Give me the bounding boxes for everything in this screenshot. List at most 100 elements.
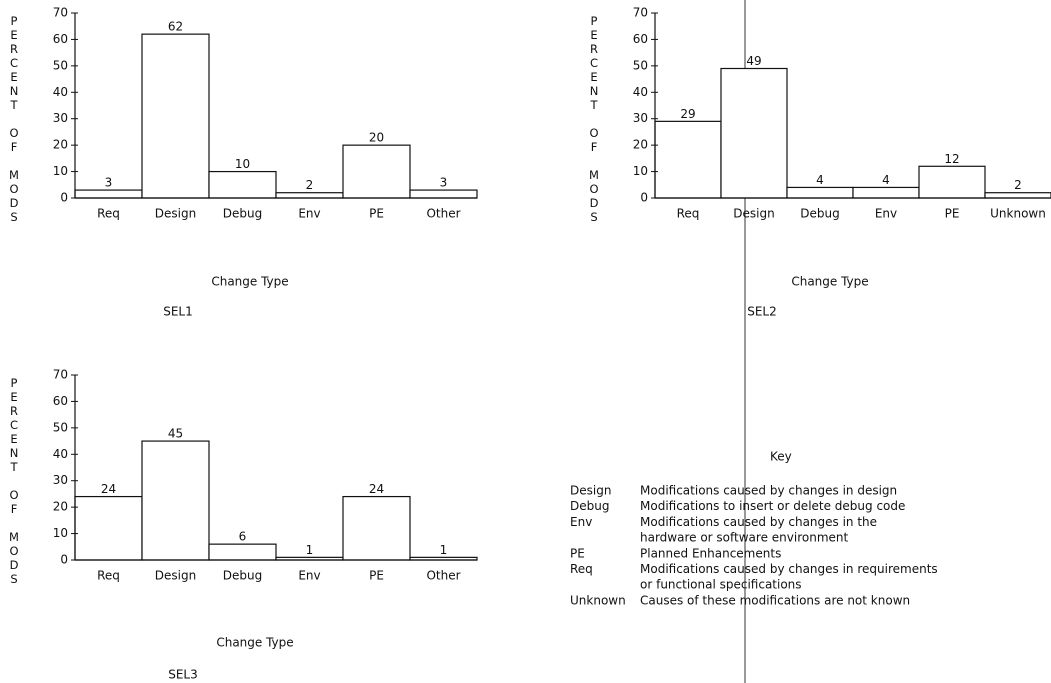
y-tick-label: 50 [633,58,648,72]
value-label: 45 [168,427,183,441]
x-tick-label: Other [426,207,460,221]
y-tick-label: 40 [633,85,648,99]
x-tick-label: Debug [800,207,839,221]
x-tick-label: Other [426,569,460,583]
y-tick-label: 0 [60,553,68,567]
value-label: 24 [101,482,116,496]
chart-caption: SEL1 [163,305,193,319]
bar [74,495,143,561]
y-tick-label: 10 [633,164,648,178]
chart-caption: SEL2 [747,305,777,319]
key-term: Debug [570,499,609,513]
bar [141,440,210,561]
value-label: 10 [235,157,250,171]
y-tick-label: 0 [640,191,648,205]
y-tick-label: 20 [53,500,68,514]
value-label: 2 [1014,178,1022,192]
value-label: 24 [369,482,384,496]
bar [141,33,210,199]
key-term: Env [570,515,592,529]
x-axis-label: Change Type [216,636,293,650]
y-tick-label: 60 [53,394,68,408]
x-tick-label: Env [298,569,320,583]
key-description: Modifications to insert or delete debug … [640,499,905,513]
key-term: Req [570,562,593,576]
bar [74,189,143,199]
value-label: 2 [306,178,314,192]
x-tick-label: Req [677,207,700,221]
value-label: 20 [369,131,384,145]
value-label: 1 [440,543,448,557]
x-tick-label: Env [875,207,897,221]
key-description: Causes of these modifications are not kn… [640,593,910,607]
bar [654,120,722,199]
value-label: 12 [944,152,959,166]
x-tick-label: Req [97,569,120,583]
y-axis-label: PERCENT OF MODS [587,14,601,224]
x-tick-label: PE [369,569,384,583]
key-description: Planned Enhancements [640,546,781,560]
bar [208,543,277,561]
y-tick-label: 50 [53,58,68,72]
y-tick-label: 30 [53,111,68,125]
y-tick-label: 0 [60,191,68,205]
y-tick-label: 10 [53,526,68,540]
value-label: 49 [746,54,761,68]
y-tick-label: 70 [53,368,68,382]
bar [409,189,478,199]
y-tick-label: 30 [53,473,68,487]
bar [208,170,277,199]
y-tick-label: 50 [53,420,68,434]
y-tick-label: 70 [53,6,68,20]
bar [786,186,854,199]
x-axis-label: Change Type [791,275,868,289]
y-tick-label: 40 [53,447,68,461]
y-tick-label: 40 [53,85,68,99]
value-label: 1 [306,543,314,557]
bar [342,495,411,561]
key-description: Modifications caused by changes in desig… [640,484,897,498]
key-term: PE [570,546,585,560]
bar [275,192,344,199]
x-tick-label: Unknown [990,207,1046,221]
value-label: 4 [816,173,824,187]
y-tick-label: 10 [53,164,68,178]
y-tick-label: 70 [633,6,648,20]
y-tick-label: 60 [53,32,68,46]
x-tick-label: Design [155,207,196,221]
x-tick-label: Req [97,207,120,221]
bar [720,67,788,199]
bar [852,186,920,199]
y-axis-label: PERCENT OF MODS [7,14,21,224]
value-label: 6 [239,530,247,544]
y-tick-label: 20 [633,138,648,152]
bar [342,144,411,199]
value-label: 62 [168,20,183,34]
bar [984,192,1051,199]
key-description: hardware or software environment [640,531,848,545]
key-description: or functional specifications [640,578,802,592]
y-tick-label: 30 [633,111,648,125]
bar [918,165,986,199]
x-axis-label: Change Type [211,275,288,289]
value-label: 3 [440,176,448,190]
x-tick-label: Debug [223,207,262,221]
y-tick-label: 60 [633,32,648,46]
x-tick-label: PE [945,207,960,221]
x-tick-label: Design [733,207,774,221]
value-label: 29 [680,107,695,121]
value-label: 3 [105,176,113,190]
key-title: Key [770,450,792,464]
key-term: Design [570,484,611,498]
y-axis-label: PERCENT OF MODS [7,376,21,586]
x-tick-label: Debug [223,569,262,583]
key-description: Modifications caused by changes in the [640,515,877,529]
x-tick-label: Env [298,207,320,221]
y-tick-label: 20 [53,138,68,152]
x-tick-label: Design [155,569,196,583]
chart-caption: SEL3 [168,668,198,682]
value-label: 4 [882,173,890,187]
key-description: Modifications caused by changes in requi… [640,562,938,576]
